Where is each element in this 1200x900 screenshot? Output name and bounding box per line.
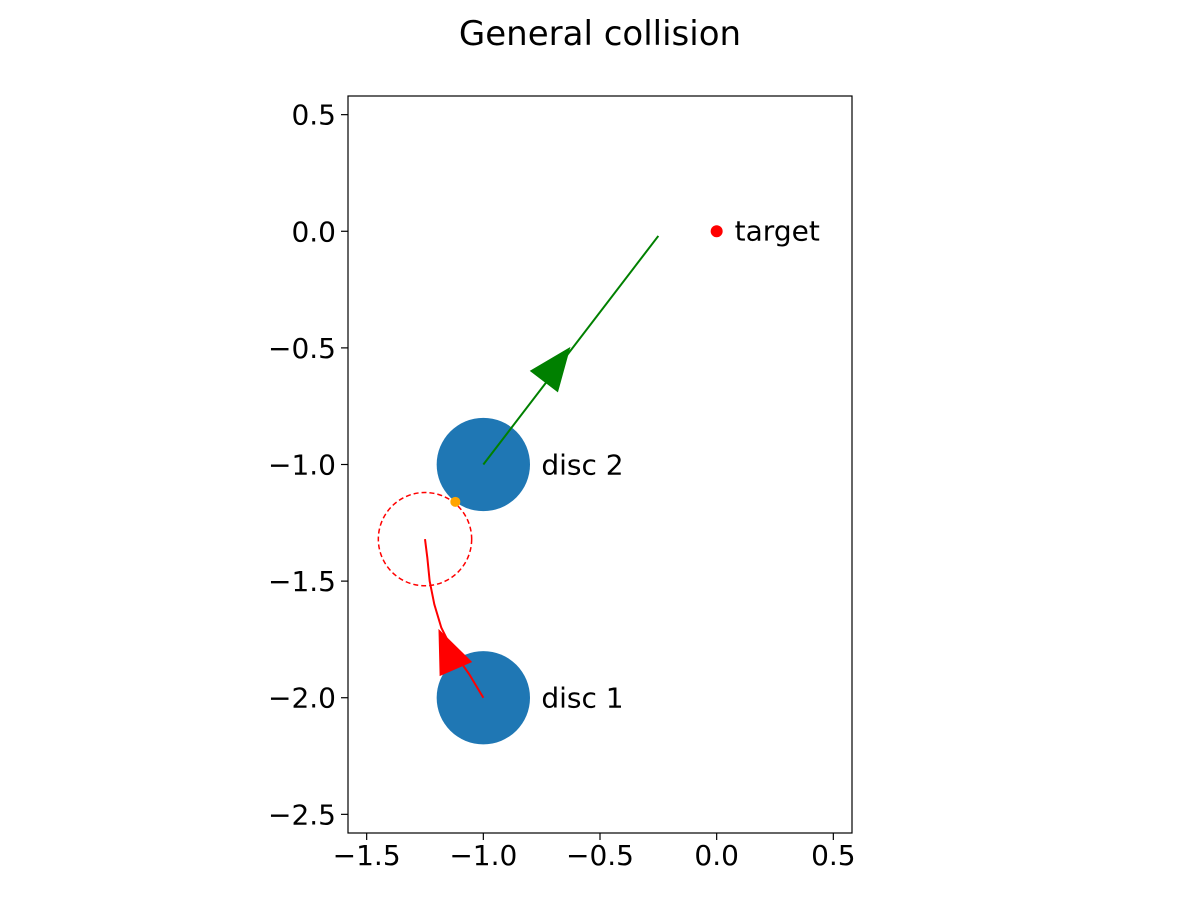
- y-tick-label: −2.5: [268, 798, 336, 831]
- y-tick-label: −1.5: [268, 565, 336, 598]
- disc1-path: [424, 539, 485, 699]
- disc-1-label: disc 1: [541, 682, 623, 715]
- disc2-arrowhead: [529, 346, 571, 393]
- chart-title: General collision: [459, 14, 741, 54]
- disc1-arrowhead: [438, 628, 473, 677]
- target-point: [710, 225, 723, 238]
- x-tick-label: −1.5: [333, 839, 401, 872]
- contact-point: [450, 496, 461, 507]
- disc2-path: [482, 235, 660, 466]
- y-tick-label: 0.5: [291, 99, 336, 132]
- target-label: target: [735, 214, 820, 247]
- x-tick-label: 0.0: [694, 839, 739, 872]
- y-tick-label: −1.0: [268, 449, 336, 482]
- x-tick-label: 0.5: [811, 839, 856, 872]
- y-tick-label: 0.0: [291, 215, 336, 248]
- y-tick-label: −2.0: [268, 682, 336, 715]
- contact-circle: [377, 491, 473, 587]
- x-tick-label: −1.0: [449, 839, 517, 872]
- x-tick-label: −0.5: [566, 839, 634, 872]
- labels-layer: disc 1 disc 2 target −1.5 −1.0 −0.5 0.0 0.5 0.5 0…: [268, 99, 856, 872]
- marks-layer: [377, 225, 723, 745]
- disc-2-label: disc 2: [541, 449, 623, 482]
- axes-layer: [341, 95, 853, 840]
- y-tick-label: −0.5: [268, 332, 336, 365]
